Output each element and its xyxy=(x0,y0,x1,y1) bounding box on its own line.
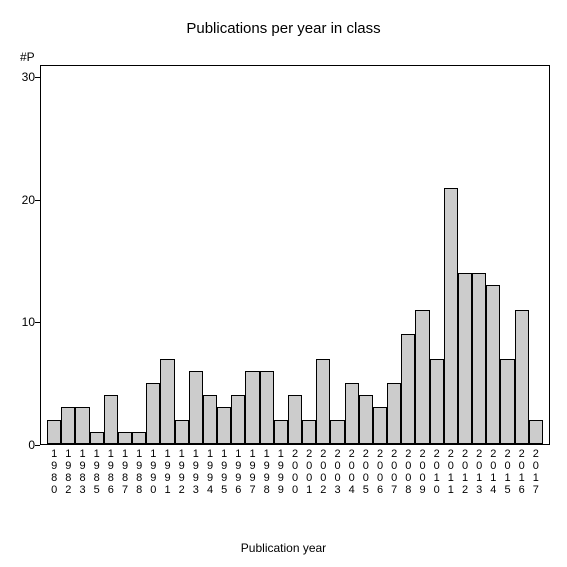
x-tick-label: 2 0 1 7 xyxy=(533,448,539,496)
bar xyxy=(132,432,146,444)
x-tick-label: 1 9 8 8 xyxy=(136,448,142,496)
bar xyxy=(472,273,486,444)
x-tick-label: 1 9 9 5 xyxy=(221,448,227,496)
x-tick-label: 2 0 1 2 xyxy=(462,448,468,496)
x-tick-label: 1 9 8 5 xyxy=(94,448,100,496)
bar xyxy=(75,407,89,444)
bar xyxy=(373,407,387,444)
bar xyxy=(245,371,259,444)
y-tick-mark xyxy=(35,445,40,446)
bar xyxy=(217,407,231,444)
bar xyxy=(387,383,401,444)
x-tick-label: 2 0 0 4 xyxy=(349,448,355,496)
bar xyxy=(288,395,302,444)
x-tick-label: 2 0 0 7 xyxy=(391,448,397,496)
x-tick-label: 1 9 8 2 xyxy=(65,448,71,496)
x-tick-label: 2 0 1 5 xyxy=(504,448,510,496)
x-tick-label: 1 9 8 6 xyxy=(108,448,114,496)
x-tick-label: 1 9 8 3 xyxy=(79,448,85,496)
bar xyxy=(316,359,330,444)
x-tick-label: 2 0 0 9 xyxy=(419,448,425,496)
bar xyxy=(330,420,344,444)
x-tick-label: 2 0 1 0 xyxy=(434,448,440,496)
y-tick-label: 20 xyxy=(22,193,35,207)
bar xyxy=(529,420,543,444)
y-tick-label: 0 xyxy=(28,438,35,452)
bar xyxy=(203,395,217,444)
x-tick-label: 2 0 1 1 xyxy=(448,448,454,496)
bar xyxy=(430,359,444,444)
x-tick-label: 1 9 9 0 xyxy=(150,448,156,496)
bar xyxy=(231,395,245,444)
x-tick-label: 1 9 8 0 xyxy=(51,448,57,496)
bar xyxy=(401,334,415,444)
chart-container: Publications per year in class #P 0 10 20 3… xyxy=(0,0,567,567)
y-axis-label: #P xyxy=(20,50,35,64)
x-tick-label: 2 0 1 3 xyxy=(476,448,482,496)
bar xyxy=(47,420,61,444)
x-tick-label: 1 9 9 4 xyxy=(207,448,213,496)
bar xyxy=(260,371,274,444)
chart-title: Publications per year in class xyxy=(0,20,567,37)
x-tick-label: 2 0 0 2 xyxy=(320,448,326,496)
x-tick-label: 1 9 9 8 xyxy=(264,448,270,496)
bar xyxy=(274,420,288,444)
x-tick-label: 2 0 1 4 xyxy=(490,448,496,496)
y-tick-label: 30 xyxy=(22,70,35,84)
x-tick-label: 1 9 9 2 xyxy=(179,448,185,496)
x-tick-label: 1 9 9 7 xyxy=(249,448,255,496)
bar xyxy=(160,359,174,444)
bar xyxy=(500,359,514,444)
x-axis-label: Publication year xyxy=(0,541,567,555)
x-tick-label: 1 9 9 6 xyxy=(235,448,241,496)
x-tick-label: 2 0 0 5 xyxy=(363,448,369,496)
bar xyxy=(175,420,189,444)
bar xyxy=(61,407,75,444)
bar xyxy=(345,383,359,444)
x-tick-label: 1 9 9 1 xyxy=(164,448,170,496)
x-tick-label: 2 0 0 8 xyxy=(405,448,411,496)
bar xyxy=(189,371,203,444)
bar xyxy=(444,188,458,444)
x-tick-label: 2 0 0 0 xyxy=(292,448,298,496)
x-tick-label: 2 0 0 1 xyxy=(306,448,312,496)
bar xyxy=(486,285,500,444)
y-tick-label: 10 xyxy=(22,315,35,329)
bar xyxy=(415,310,429,444)
bar xyxy=(359,395,373,444)
bar xyxy=(302,420,316,444)
x-tick-label: 2 0 1 6 xyxy=(519,448,525,496)
x-tick-label: 2 0 0 6 xyxy=(377,448,383,496)
bars-area xyxy=(40,65,550,445)
x-tick-label: 1 9 9 9 xyxy=(278,448,284,496)
bar xyxy=(118,432,132,444)
bar xyxy=(90,432,104,444)
bar xyxy=(146,383,160,444)
bar xyxy=(515,310,529,444)
bar xyxy=(104,395,118,444)
x-tick-label: 1 9 9 3 xyxy=(193,448,199,496)
x-tick-label: 2 0 0 3 xyxy=(334,448,340,496)
bar xyxy=(458,273,472,444)
x-tick-label: 1 9 8 7 xyxy=(122,448,128,496)
